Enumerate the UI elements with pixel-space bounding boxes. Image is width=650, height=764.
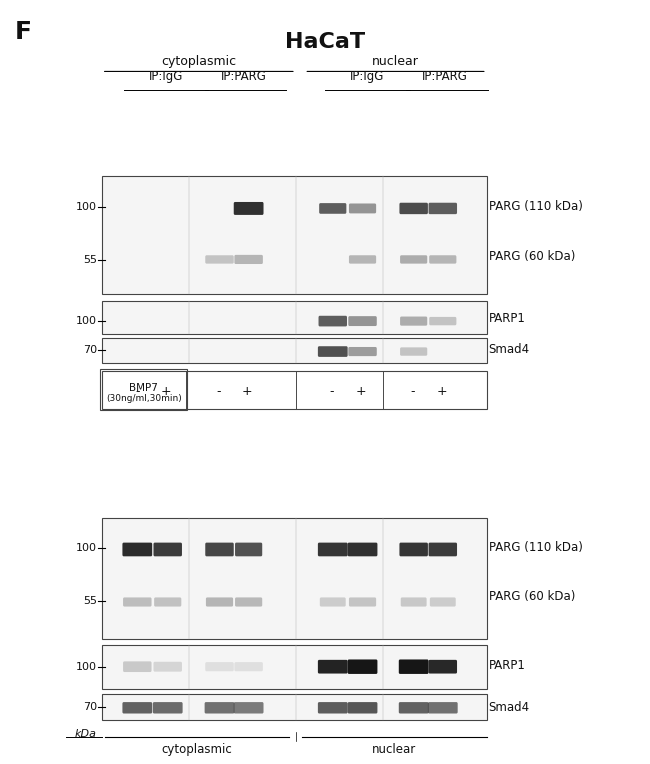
Text: 100: 100 xyxy=(76,316,98,326)
Text: 70: 70 xyxy=(83,345,98,355)
Text: 100: 100 xyxy=(76,662,98,672)
FancyBboxPatch shape xyxy=(349,255,376,264)
FancyBboxPatch shape xyxy=(122,702,152,714)
FancyBboxPatch shape xyxy=(154,597,181,607)
Text: +: + xyxy=(242,385,253,398)
FancyBboxPatch shape xyxy=(234,202,263,215)
Text: PARP1: PARP1 xyxy=(489,659,526,672)
FancyBboxPatch shape xyxy=(400,348,427,356)
Text: 100: 100 xyxy=(76,202,98,212)
FancyBboxPatch shape xyxy=(234,702,263,714)
Text: IP:IgG: IP:IgG xyxy=(150,70,183,83)
Text: PARG (60 kDa): PARG (60 kDa) xyxy=(489,250,575,263)
FancyBboxPatch shape xyxy=(399,702,428,714)
FancyBboxPatch shape xyxy=(235,662,263,672)
Text: kDa: kDa xyxy=(75,729,97,739)
FancyBboxPatch shape xyxy=(100,369,187,410)
FancyBboxPatch shape xyxy=(428,660,457,674)
Text: IP:PARG: IP:PARG xyxy=(221,70,267,83)
FancyBboxPatch shape xyxy=(400,316,427,325)
Text: -: - xyxy=(135,385,140,398)
FancyBboxPatch shape xyxy=(123,662,151,672)
FancyBboxPatch shape xyxy=(122,542,152,556)
FancyBboxPatch shape xyxy=(318,660,348,674)
FancyBboxPatch shape xyxy=(400,255,427,264)
FancyBboxPatch shape xyxy=(205,662,234,672)
Text: +: + xyxy=(436,385,447,398)
FancyBboxPatch shape xyxy=(349,203,376,213)
Bar xyxy=(101,518,487,639)
Bar xyxy=(101,176,487,294)
Text: PARG (110 kDa): PARG (110 kDa) xyxy=(489,542,582,555)
Text: cytoplasmic: cytoplasmic xyxy=(161,743,232,756)
FancyBboxPatch shape xyxy=(430,597,456,607)
Text: HaCaT: HaCaT xyxy=(285,32,365,52)
FancyBboxPatch shape xyxy=(318,316,347,326)
FancyBboxPatch shape xyxy=(348,316,377,326)
Text: +: + xyxy=(161,385,172,398)
FancyBboxPatch shape xyxy=(348,542,378,556)
FancyBboxPatch shape xyxy=(400,202,428,214)
Text: (30ng/ml,30min): (30ng/ml,30min) xyxy=(106,394,181,403)
FancyBboxPatch shape xyxy=(349,597,376,607)
Text: F: F xyxy=(14,21,31,44)
Text: 70: 70 xyxy=(83,702,98,712)
FancyBboxPatch shape xyxy=(205,542,234,556)
FancyBboxPatch shape xyxy=(235,542,262,556)
Text: -: - xyxy=(216,385,220,398)
FancyBboxPatch shape xyxy=(319,203,346,214)
FancyBboxPatch shape xyxy=(320,597,346,607)
FancyBboxPatch shape xyxy=(318,346,348,357)
Text: -: - xyxy=(410,385,415,398)
Text: IP:PARG: IP:PARG xyxy=(422,70,467,83)
Bar xyxy=(101,338,487,363)
FancyBboxPatch shape xyxy=(428,202,457,214)
FancyBboxPatch shape xyxy=(235,597,262,607)
Text: BMP7: BMP7 xyxy=(129,383,158,393)
Text: PARG (60 kDa): PARG (60 kDa) xyxy=(489,590,575,603)
Text: nuclear: nuclear xyxy=(372,743,417,756)
FancyBboxPatch shape xyxy=(205,702,235,714)
Bar xyxy=(101,371,487,409)
Text: Smad4: Smad4 xyxy=(489,343,530,356)
FancyBboxPatch shape xyxy=(235,255,263,264)
FancyBboxPatch shape xyxy=(428,702,458,714)
Text: 55: 55 xyxy=(83,255,98,265)
FancyBboxPatch shape xyxy=(153,542,182,556)
Text: IP:IgG: IP:IgG xyxy=(350,70,384,83)
FancyBboxPatch shape xyxy=(400,597,426,607)
Text: +: + xyxy=(356,385,366,398)
FancyBboxPatch shape xyxy=(123,597,151,607)
FancyBboxPatch shape xyxy=(399,659,428,674)
Text: nuclear: nuclear xyxy=(372,55,419,68)
Text: Smad4: Smad4 xyxy=(489,701,530,714)
Text: PARP1: PARP1 xyxy=(489,312,526,325)
FancyBboxPatch shape xyxy=(428,542,457,556)
Text: 100: 100 xyxy=(76,543,98,553)
FancyBboxPatch shape xyxy=(153,662,182,672)
Bar xyxy=(101,301,487,334)
FancyBboxPatch shape xyxy=(206,597,233,607)
FancyBboxPatch shape xyxy=(153,702,183,714)
FancyBboxPatch shape xyxy=(318,702,348,714)
Text: 55: 55 xyxy=(83,596,98,606)
FancyBboxPatch shape xyxy=(429,255,456,264)
FancyBboxPatch shape xyxy=(318,542,348,556)
FancyBboxPatch shape xyxy=(348,659,378,674)
Bar xyxy=(101,645,487,689)
FancyBboxPatch shape xyxy=(400,542,428,556)
Text: -: - xyxy=(329,385,333,398)
FancyBboxPatch shape xyxy=(348,702,378,714)
FancyBboxPatch shape xyxy=(348,347,377,356)
Bar xyxy=(101,694,487,720)
Text: PARG (110 kDa): PARG (110 kDa) xyxy=(489,200,582,213)
FancyBboxPatch shape xyxy=(205,255,234,264)
Text: cytoplasmic: cytoplasmic xyxy=(161,55,237,68)
FancyBboxPatch shape xyxy=(429,317,456,325)
